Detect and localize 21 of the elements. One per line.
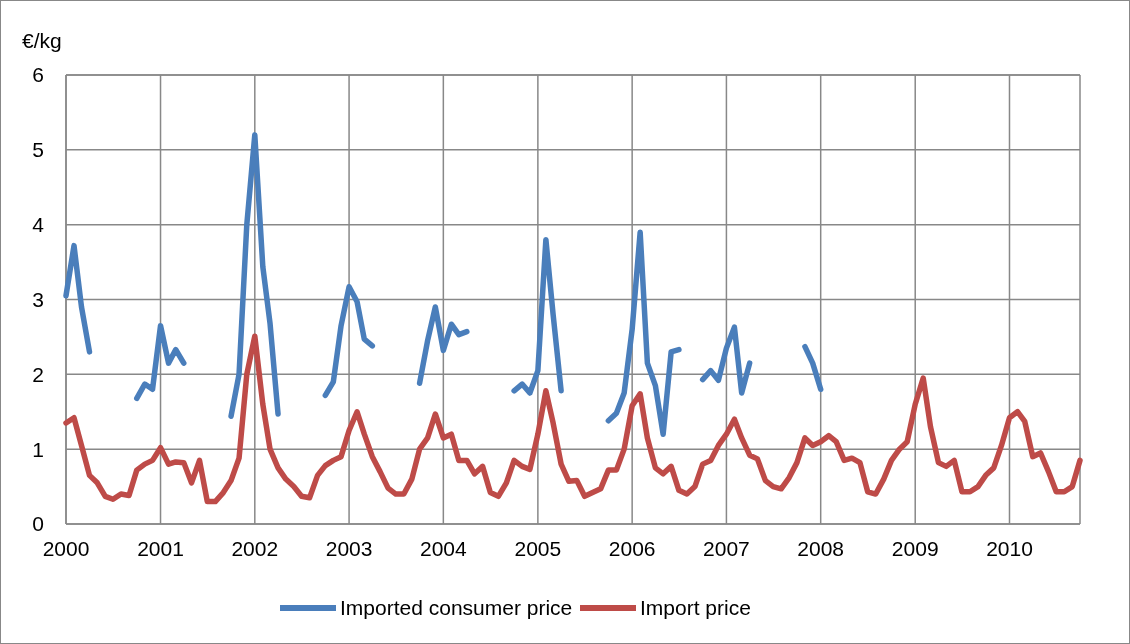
x-tick-label: 2007 [703,537,750,560]
y-axis-title: €/kg [22,29,62,52]
x-tick-label: 2009 [891,537,939,560]
x-tick-label: 2000 [42,537,90,560]
x-tick-label: 2004 [419,537,468,560]
legend-label: Import price [640,596,751,620]
y-tick-label: 5 [32,138,44,162]
y-tick-label: 0 [32,512,44,536]
x-tick-label: 2005 [514,537,562,560]
x-tick-label: 2001 [137,537,184,560]
x-tick-label: 2008 [797,537,845,560]
y-tick-label: 6 [32,63,44,87]
y-tick-label: 1 [32,437,44,461]
x-tick-label: 2002 [231,537,279,560]
x-tick-label: 2006 [608,537,656,560]
y-tick-label: 2 [32,362,44,386]
x-tick-label: 2010 [986,537,1033,560]
y-tick-label: 3 [32,287,44,311]
legend-label: Imported consumer price [340,596,573,620]
y-tick-label: 4 [32,213,45,237]
x-tick-label: 2003 [325,537,373,560]
